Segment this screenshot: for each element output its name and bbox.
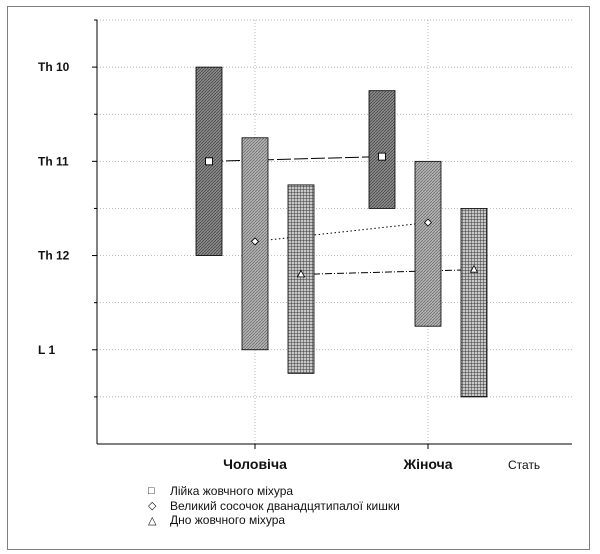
x-category-label-1: Жіноча [402, 456, 452, 472]
legend-label: Великий сосочок дванадцятипалої кишки [170, 498, 400, 513]
mean-marker-s1-c0 [250, 237, 260, 246]
legend-marker-triangle: △ [148, 514, 157, 527]
range-bar-s2-c0 [287, 184, 315, 374]
legend-marker-diamond: ◇ [148, 500, 157, 513]
legend-label: Лійка жовчного міхура [170, 484, 294, 499]
legend-item-2: △ Дно жовчного міхура [146, 513, 566, 528]
range-bar-s1-c1 [414, 160, 442, 327]
legend-label: Дно жовчного міхура [170, 513, 286, 528]
mean-marker-s1-c1 [423, 218, 433, 227]
x-category-label-0: Чоловіча [223, 456, 287, 472]
connector-s1 [254, 222, 429, 242]
chart-legend: □ Лійка жовчного міхура ◇ Великий сосочок д… [146, 484, 566, 528]
y-tick-label-1: Th 11 [38, 154, 69, 168]
range-bar-s0-c1 [368, 90, 396, 209]
x-axis-title: Стать [508, 458, 540, 472]
connector-s2 [300, 269, 475, 275]
mean-marker-s2-c1 [469, 264, 479, 273]
legend-item-1: ◇ Великий сосочок дванадцятипалої кишки [146, 499, 566, 514]
y-tick-label-2: Th 12 [38, 249, 70, 263]
range-bar-s2-c1 [460, 208, 488, 398]
legend-item-0: □ Лійка жовчного міхура [146, 484, 566, 499]
mean-marker-s0-c1 [378, 152, 386, 161]
y-tick-label-3: L 1 [38, 343, 55, 357]
mean-marker-s0-c0 [205, 157, 213, 166]
mean-marker-s2-c0 [296, 269, 306, 278]
range-bar-s0-c0 [195, 66, 223, 256]
legend-marker-square: □ [148, 485, 155, 498]
y-tick-label-0: Th 10 [38, 60, 70, 74]
connector-s0 [208, 156, 383, 162]
